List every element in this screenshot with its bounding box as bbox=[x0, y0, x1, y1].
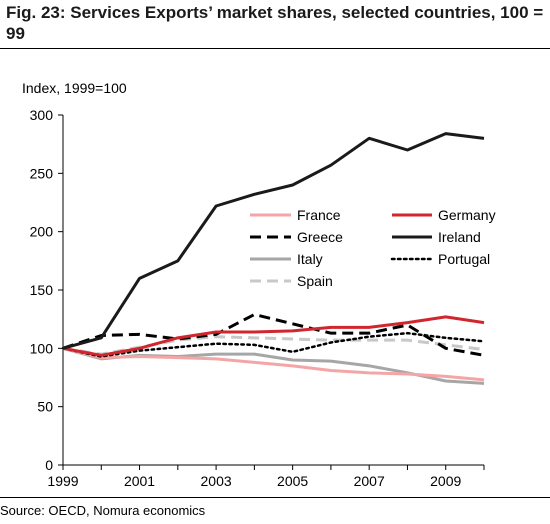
x-tick-label: 2003 bbox=[201, 473, 232, 489]
legend-label-spain: Spain bbox=[297, 273, 333, 289]
chart-axes: 0 50 100 150 200 250 300 1999 2001 2003 2005 2007 20… bbox=[30, 107, 485, 489]
series-line-germany bbox=[62, 315, 485, 357]
series-line-greece bbox=[62, 313, 485, 357]
y-tick-label: 150 bbox=[30, 282, 54, 298]
legend-label-portugal: Portugal bbox=[438, 251, 490, 267]
y-tick-label: 0 bbox=[45, 457, 53, 473]
chart-series bbox=[61, 132, 486, 385]
legend-label-ireland: Ireland bbox=[438, 229, 481, 245]
legend-label-italy: Italy bbox=[297, 251, 323, 267]
x-tick-label: 2007 bbox=[354, 473, 385, 489]
x-tick-label: 2001 bbox=[124, 473, 155, 489]
series-line-portugal bbox=[61, 331, 486, 358]
y-tick-label: 300 bbox=[30, 107, 54, 123]
series-line-france bbox=[62, 346, 485, 382]
y-tick-label: 200 bbox=[30, 224, 54, 240]
x-tick-label: 2005 bbox=[277, 473, 308, 489]
source-note: Source: OECD, Nomura economics bbox=[0, 503, 206, 518]
title-divider bbox=[0, 48, 550, 49]
y-axis-label: Index, 1999=100 bbox=[22, 80, 127, 96]
legend-label-germany: Germany bbox=[438, 207, 496, 223]
x-tick-label: 2009 bbox=[430, 473, 461, 489]
series-line-italy bbox=[62, 346, 485, 385]
chart-title: Fig. 23: Services Exports’ market shares… bbox=[6, 3, 544, 43]
y-tick-label: 50 bbox=[37, 399, 53, 415]
legend-label-greece: Greece bbox=[297, 229, 343, 245]
chart-legend: France Germany Greece Ireland Italy Portugal S… bbox=[250, 207, 496, 289]
legend-label-france: France bbox=[297, 207, 341, 223]
line-chart: 0 50 100 150 200 250 300 1999 2001 2003 2005 2007 20… bbox=[30, 107, 496, 489]
series-line-ireland bbox=[62, 132, 485, 350]
x-tick-label: 1999 bbox=[47, 473, 78, 489]
source-divider bbox=[0, 497, 550, 498]
y-tick-label: 250 bbox=[30, 165, 54, 181]
y-tick-label: 100 bbox=[30, 340, 54, 356]
